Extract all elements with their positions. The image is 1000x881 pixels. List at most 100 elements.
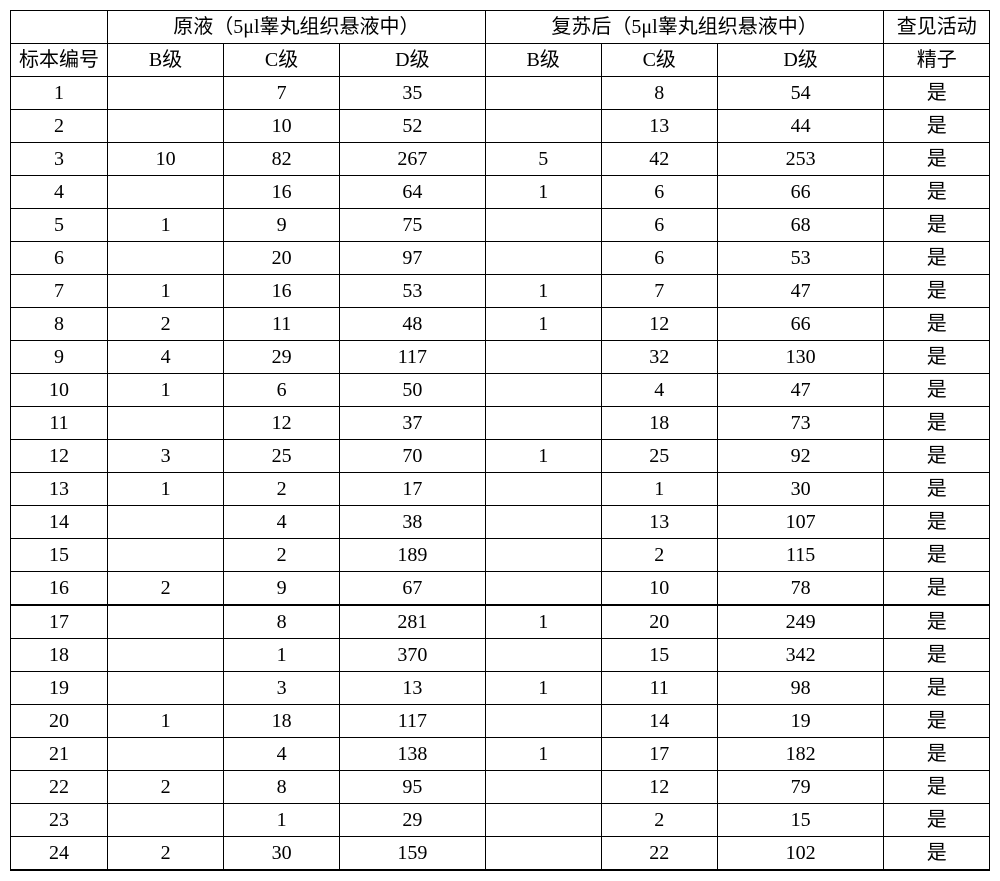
cell-c1: 10 <box>224 110 340 143</box>
cell-b2 <box>485 374 601 407</box>
table-row: 1112371873是 <box>11 407 990 440</box>
cell-d2: 79 <box>717 771 884 804</box>
header-empty <box>11 11 108 44</box>
cell-b1: 10 <box>108 143 224 176</box>
cell-id: 17 <box>11 605 108 639</box>
cell-act: 是 <box>884 771 990 804</box>
cell-c1: 3 <box>224 672 340 705</box>
header-sample-id: 标本编号 <box>11 44 108 77</box>
cell-c1: 9 <box>224 209 340 242</box>
cell-d1: 70 <box>340 440 486 473</box>
cell-b2: 1 <box>485 672 601 705</box>
cell-d1: 75 <box>340 209 486 242</box>
cell-c2: 6 <box>601 209 717 242</box>
cell-c1: 1 <box>224 639 340 672</box>
cell-b1 <box>108 738 224 771</box>
cell-act: 是 <box>884 506 990 539</box>
cell-c1: 11 <box>224 308 340 341</box>
cell-c1: 29 <box>224 341 340 374</box>
cell-d2: 15 <box>717 804 884 837</box>
table-row: 18137015342是 <box>11 639 990 672</box>
header-c2: C级 <box>601 44 717 77</box>
cell-d1: 29 <box>340 804 486 837</box>
cell-act: 是 <box>884 143 990 176</box>
table-row: 123257012592是 <box>11 440 990 473</box>
cell-d1: 267 <box>340 143 486 176</box>
table-row: 1931311198是 <box>11 672 990 705</box>
cell-d1: 189 <box>340 539 486 572</box>
cell-b1 <box>108 77 224 110</box>
cell-c2: 20 <box>601 605 717 639</box>
cell-d1: 138 <box>340 738 486 771</box>
cell-b2 <box>485 506 601 539</box>
cell-b2: 5 <box>485 143 601 176</box>
cell-act: 是 <box>884 275 990 308</box>
cell-d2: 107 <box>717 506 884 539</box>
cell-c1: 9 <box>224 572 340 606</box>
cell-d1: 37 <box>340 407 486 440</box>
cell-d2: 66 <box>717 176 884 209</box>
cell-d2: 253 <box>717 143 884 176</box>
cell-b1 <box>108 605 224 639</box>
cell-c2: 14 <box>601 705 717 738</box>
cell-act: 是 <box>884 572 990 606</box>
cell-id: 14 <box>11 506 108 539</box>
cell-c1: 18 <box>224 705 340 738</box>
cell-id: 8 <box>11 308 108 341</box>
cell-d1: 67 <box>340 572 486 606</box>
cell-b1 <box>108 506 224 539</box>
table-header: 原液（5μl睾丸组织悬液中） 复苏后（5μl睾丸组织悬液中） 查见活动 标本编号… <box>11 11 990 77</box>
header-group-recovery: 复苏后（5μl睾丸组织悬液中） <box>485 11 884 44</box>
cell-c2: 25 <box>601 440 717 473</box>
cell-c1: 12 <box>224 407 340 440</box>
cell-c1: 20 <box>224 242 340 275</box>
cell-d1: 97 <box>340 242 486 275</box>
cell-d1: 38 <box>340 506 486 539</box>
table-row: 23129215是 <box>11 804 990 837</box>
header-row-1: 原液（5μl睾丸组织悬液中） 复苏后（5μl睾丸组织悬液中） 查见活动 <box>11 11 990 44</box>
header-activity-top: 查见活动 <box>884 11 990 44</box>
cell-act: 是 <box>884 440 990 473</box>
cell-id: 19 <box>11 672 108 705</box>
cell-b2 <box>485 407 601 440</box>
cell-c1: 25 <box>224 440 340 473</box>
table-row: 416641666是 <box>11 176 990 209</box>
cell-id: 15 <box>11 539 108 572</box>
table-row: 1629671078是 <box>11 572 990 606</box>
cell-b1: 2 <box>108 572 224 606</box>
cell-id: 23 <box>11 804 108 837</box>
cell-c1: 2 <box>224 539 340 572</box>
header-activity-bottom: 精子 <box>884 44 990 77</box>
cell-c2: 8 <box>601 77 717 110</box>
table-row: 942911732130是 <box>11 341 990 374</box>
cell-c2: 11 <box>601 672 717 705</box>
table-row: 214138117182是 <box>11 738 990 771</box>
cell-d2: 47 <box>717 275 884 308</box>
cell-id: 2 <box>11 110 108 143</box>
cell-b2 <box>485 242 601 275</box>
cell-b2 <box>485 705 601 738</box>
cell-d1: 48 <box>340 308 486 341</box>
cell-c2: 7 <box>601 275 717 308</box>
cell-d1: 159 <box>340 837 486 871</box>
table-row: 210521344是 <box>11 110 990 143</box>
cell-c1: 16 <box>224 176 340 209</box>
cell-d2: 68 <box>717 209 884 242</box>
cell-act: 是 <box>884 804 990 837</box>
cell-id: 1 <box>11 77 108 110</box>
cell-b2 <box>485 473 601 506</box>
table-row: 1521892115是 <box>11 539 990 572</box>
cell-c2: 12 <box>601 308 717 341</box>
cell-d2: 342 <box>717 639 884 672</box>
cell-id: 18 <box>11 639 108 672</box>
cell-d1: 52 <box>340 110 486 143</box>
cell-d1: 64 <box>340 176 486 209</box>
table-row: 82114811266是 <box>11 308 990 341</box>
cell-act: 是 <box>884 705 990 738</box>
cell-b1: 1 <box>108 209 224 242</box>
table-row: 62097653是 <box>11 242 990 275</box>
cell-d2: 249 <box>717 605 884 639</box>
cell-c2: 13 <box>601 110 717 143</box>
cell-c1: 7 <box>224 77 340 110</box>
cell-id: 11 <box>11 407 108 440</box>
